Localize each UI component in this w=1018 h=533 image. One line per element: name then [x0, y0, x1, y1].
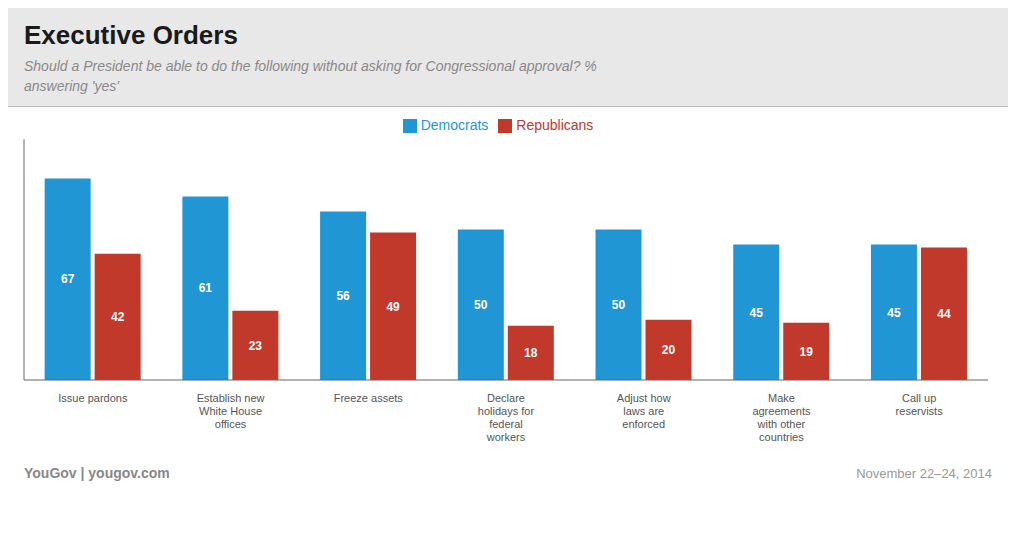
svg-text:67: 67	[61, 273, 75, 287]
svg-text:20: 20	[662, 343, 676, 357]
html-text:Should a President be able to: Should a President be able to do the fol…	[24, 58, 597, 94]
svg-text:Adjust howlaws areenforced: Adjust howlaws areenforced	[617, 392, 671, 430]
svg-text:23: 23	[249, 339, 263, 353]
svg-text:49: 49	[386, 300, 400, 314]
svg-text:Makeagreementswith othercountr: Makeagreementswith othercountries	[752, 392, 811, 443]
svg-text:Issue pardons: Issue pardons	[58, 392, 128, 404]
html-text:YouGov | yougov.com: YouGov | yougov.com	[24, 465, 170, 482]
html-text:November 22–24, 2014: November 22–24, 2014	[856, 465, 992, 481]
svg-text:50: 50	[612, 298, 626, 312]
svg-text:50: 50	[474, 298, 488, 312]
svg-text:61: 61	[199, 282, 213, 296]
html-text:Executive Orders: Executive Orders	[24, 20, 238, 50]
svg-text:18: 18	[524, 346, 538, 360]
svg-text:Declareholidays forfederalwork: Declareholidays forfederalworkers	[478, 392, 535, 443]
svg-text:19: 19	[800, 345, 814, 359]
html-text:Democrats: Democrats	[420, 117, 489, 134]
svg-text:44: 44	[937, 307, 951, 321]
svg-text:45: 45	[750, 306, 764, 320]
svg-text:Call upreservists: Call upreservists	[896, 392, 944, 417]
svg-text:45: 45	[887, 306, 901, 320]
svg-text:Establish newWhite Houseoffice: Establish newWhite Houseoffices	[197, 392, 265, 430]
svg-text:42: 42	[111, 310, 125, 324]
svg-text:56: 56	[336, 289, 350, 303]
svg-text:Freeze assets: Freeze assets	[334, 392, 404, 404]
html-text:Republicans: Republicans	[516, 117, 594, 134]
